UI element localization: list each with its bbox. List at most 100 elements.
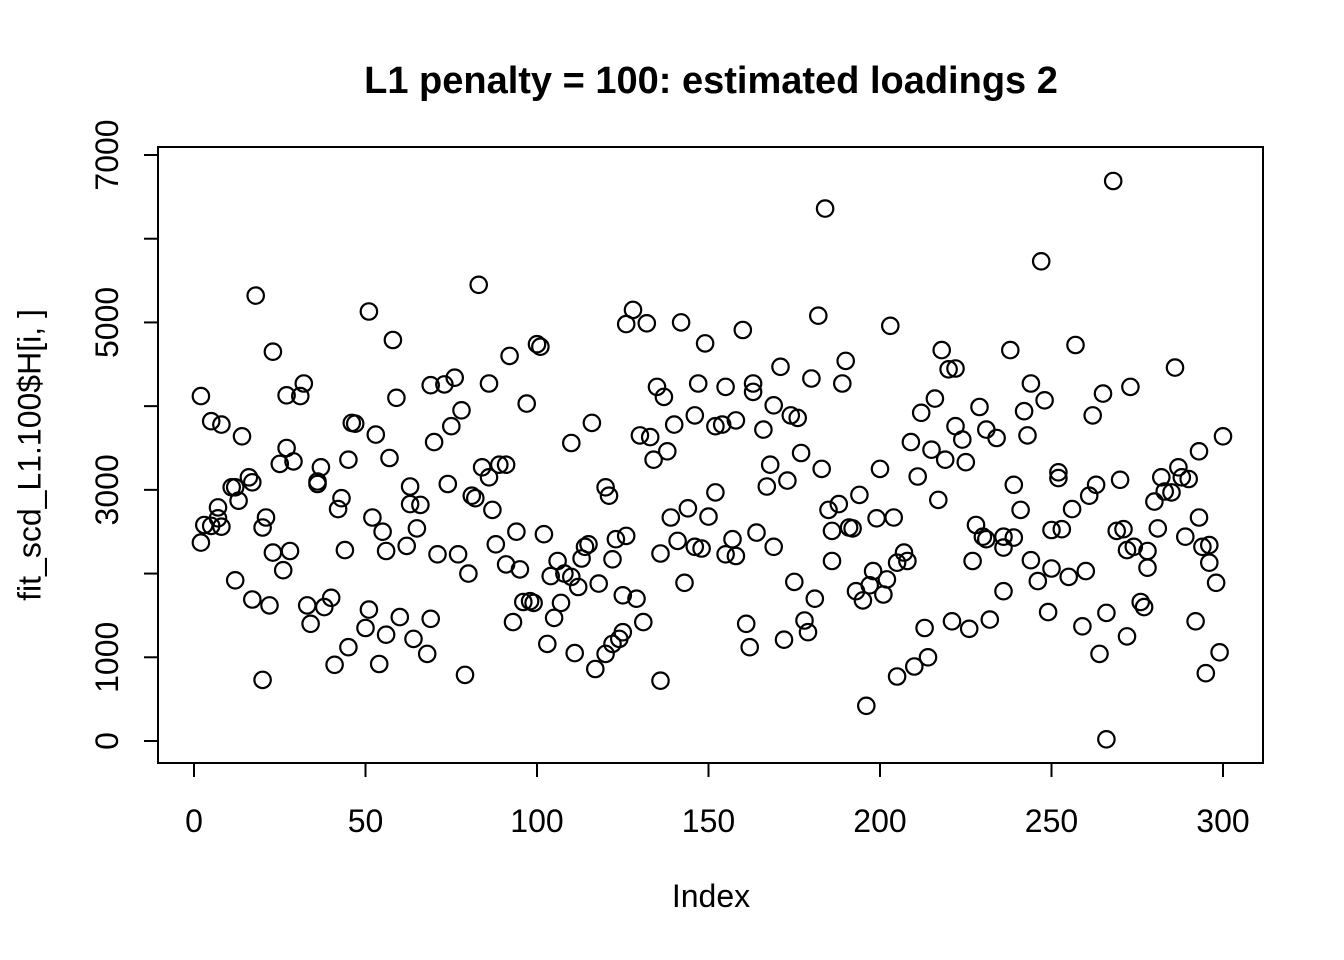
data-point xyxy=(685,537,705,557)
data-point xyxy=(541,566,560,586)
data-point xyxy=(935,450,955,469)
data-point xyxy=(596,477,615,497)
data-point xyxy=(956,452,976,472)
data-point xyxy=(308,472,327,491)
data-point xyxy=(791,443,811,463)
data-point xyxy=(301,614,320,634)
data-point xyxy=(743,374,763,393)
data-point xyxy=(784,572,804,592)
data-point xyxy=(815,199,835,218)
data-point xyxy=(651,671,670,690)
data-point xyxy=(582,413,602,433)
data-point xyxy=(325,655,344,675)
data-point xyxy=(764,395,783,415)
data-point xyxy=(1049,462,1068,482)
data-point xyxy=(359,302,379,321)
data-point xyxy=(417,644,437,664)
data-point xyxy=(843,519,862,538)
data-point xyxy=(243,590,262,609)
data-point xyxy=(692,539,711,558)
data-point xyxy=(424,432,444,452)
data-point xyxy=(568,577,588,597)
data-point xyxy=(455,665,475,685)
data-point xyxy=(537,634,557,654)
data-point xyxy=(445,368,464,387)
data-point xyxy=(1097,603,1116,623)
data-point xyxy=(387,388,406,408)
data-point xyxy=(1083,406,1102,425)
data-point xyxy=(400,477,420,496)
data-point xyxy=(736,614,756,634)
data-point xyxy=(369,654,389,674)
data-point xyxy=(706,483,725,502)
data-point xyxy=(561,433,581,453)
x-tick-label: 50 xyxy=(348,803,384,839)
data-point xyxy=(747,523,766,542)
data-point xyxy=(500,346,519,366)
x-tick-label: 200 xyxy=(853,803,906,839)
data-point xyxy=(832,374,852,393)
data-point xyxy=(633,612,653,632)
data-point xyxy=(880,316,900,336)
data-point xyxy=(246,286,265,305)
data-point xyxy=(884,508,903,527)
data-point xyxy=(695,334,715,353)
data-point xyxy=(496,455,516,474)
data-point xyxy=(407,519,427,538)
data-point xyxy=(688,374,708,393)
data-point xyxy=(489,455,509,474)
data-point xyxy=(850,485,869,505)
data-point xyxy=(1066,335,1085,355)
data-point xyxy=(290,386,310,406)
data-point xyxy=(479,374,499,393)
data-point xyxy=(644,450,663,469)
data-point xyxy=(774,630,794,649)
data-point xyxy=(524,593,543,613)
data-point xyxy=(256,508,276,527)
data-point xyxy=(976,420,996,439)
data-point xyxy=(1206,573,1226,593)
data-point xyxy=(201,411,221,431)
data-point xyxy=(503,612,523,632)
data-point xyxy=(486,534,506,554)
data-point xyxy=(1031,251,1051,271)
data-point xyxy=(260,596,279,615)
data-point xyxy=(428,544,447,564)
plot-frame xyxy=(157,146,1264,764)
chart-title: L1 penalty = 100: estimated loadings 2 xyxy=(364,60,1058,102)
data-point xyxy=(232,426,252,446)
data-point xyxy=(321,588,341,608)
data-point xyxy=(1189,508,1209,527)
data-point xyxy=(513,592,533,612)
data-point xyxy=(356,618,375,638)
data-point xyxy=(1186,611,1205,631)
data-point xyxy=(853,591,873,610)
data-point xyxy=(229,491,248,510)
data-point xyxy=(280,541,300,561)
data-point xyxy=(1148,519,1168,538)
data-point xyxy=(726,546,746,566)
data-point xyxy=(812,459,831,479)
x-axis-label: Index xyxy=(671,878,751,914)
data-point xyxy=(548,551,567,571)
data-point xyxy=(284,452,303,471)
data-point xyxy=(297,596,317,615)
data-point xyxy=(911,403,931,423)
data-point xyxy=(1021,550,1041,570)
data-point xyxy=(802,369,821,388)
y-tick-label: 5000 xyxy=(89,287,125,358)
data-point xyxy=(270,454,290,474)
data-point xyxy=(856,696,876,716)
data-point xyxy=(400,494,420,514)
data-point xyxy=(915,618,934,638)
data-point xyxy=(867,508,886,528)
data-point xyxy=(469,275,488,295)
data-point xyxy=(531,337,550,356)
data-point xyxy=(345,414,365,433)
data-point xyxy=(383,330,403,350)
data-point xyxy=(994,581,1013,601)
data-point xyxy=(585,659,605,679)
data-point xyxy=(243,472,262,492)
data-point xyxy=(1193,537,1212,557)
data-point xyxy=(1165,358,1185,377)
